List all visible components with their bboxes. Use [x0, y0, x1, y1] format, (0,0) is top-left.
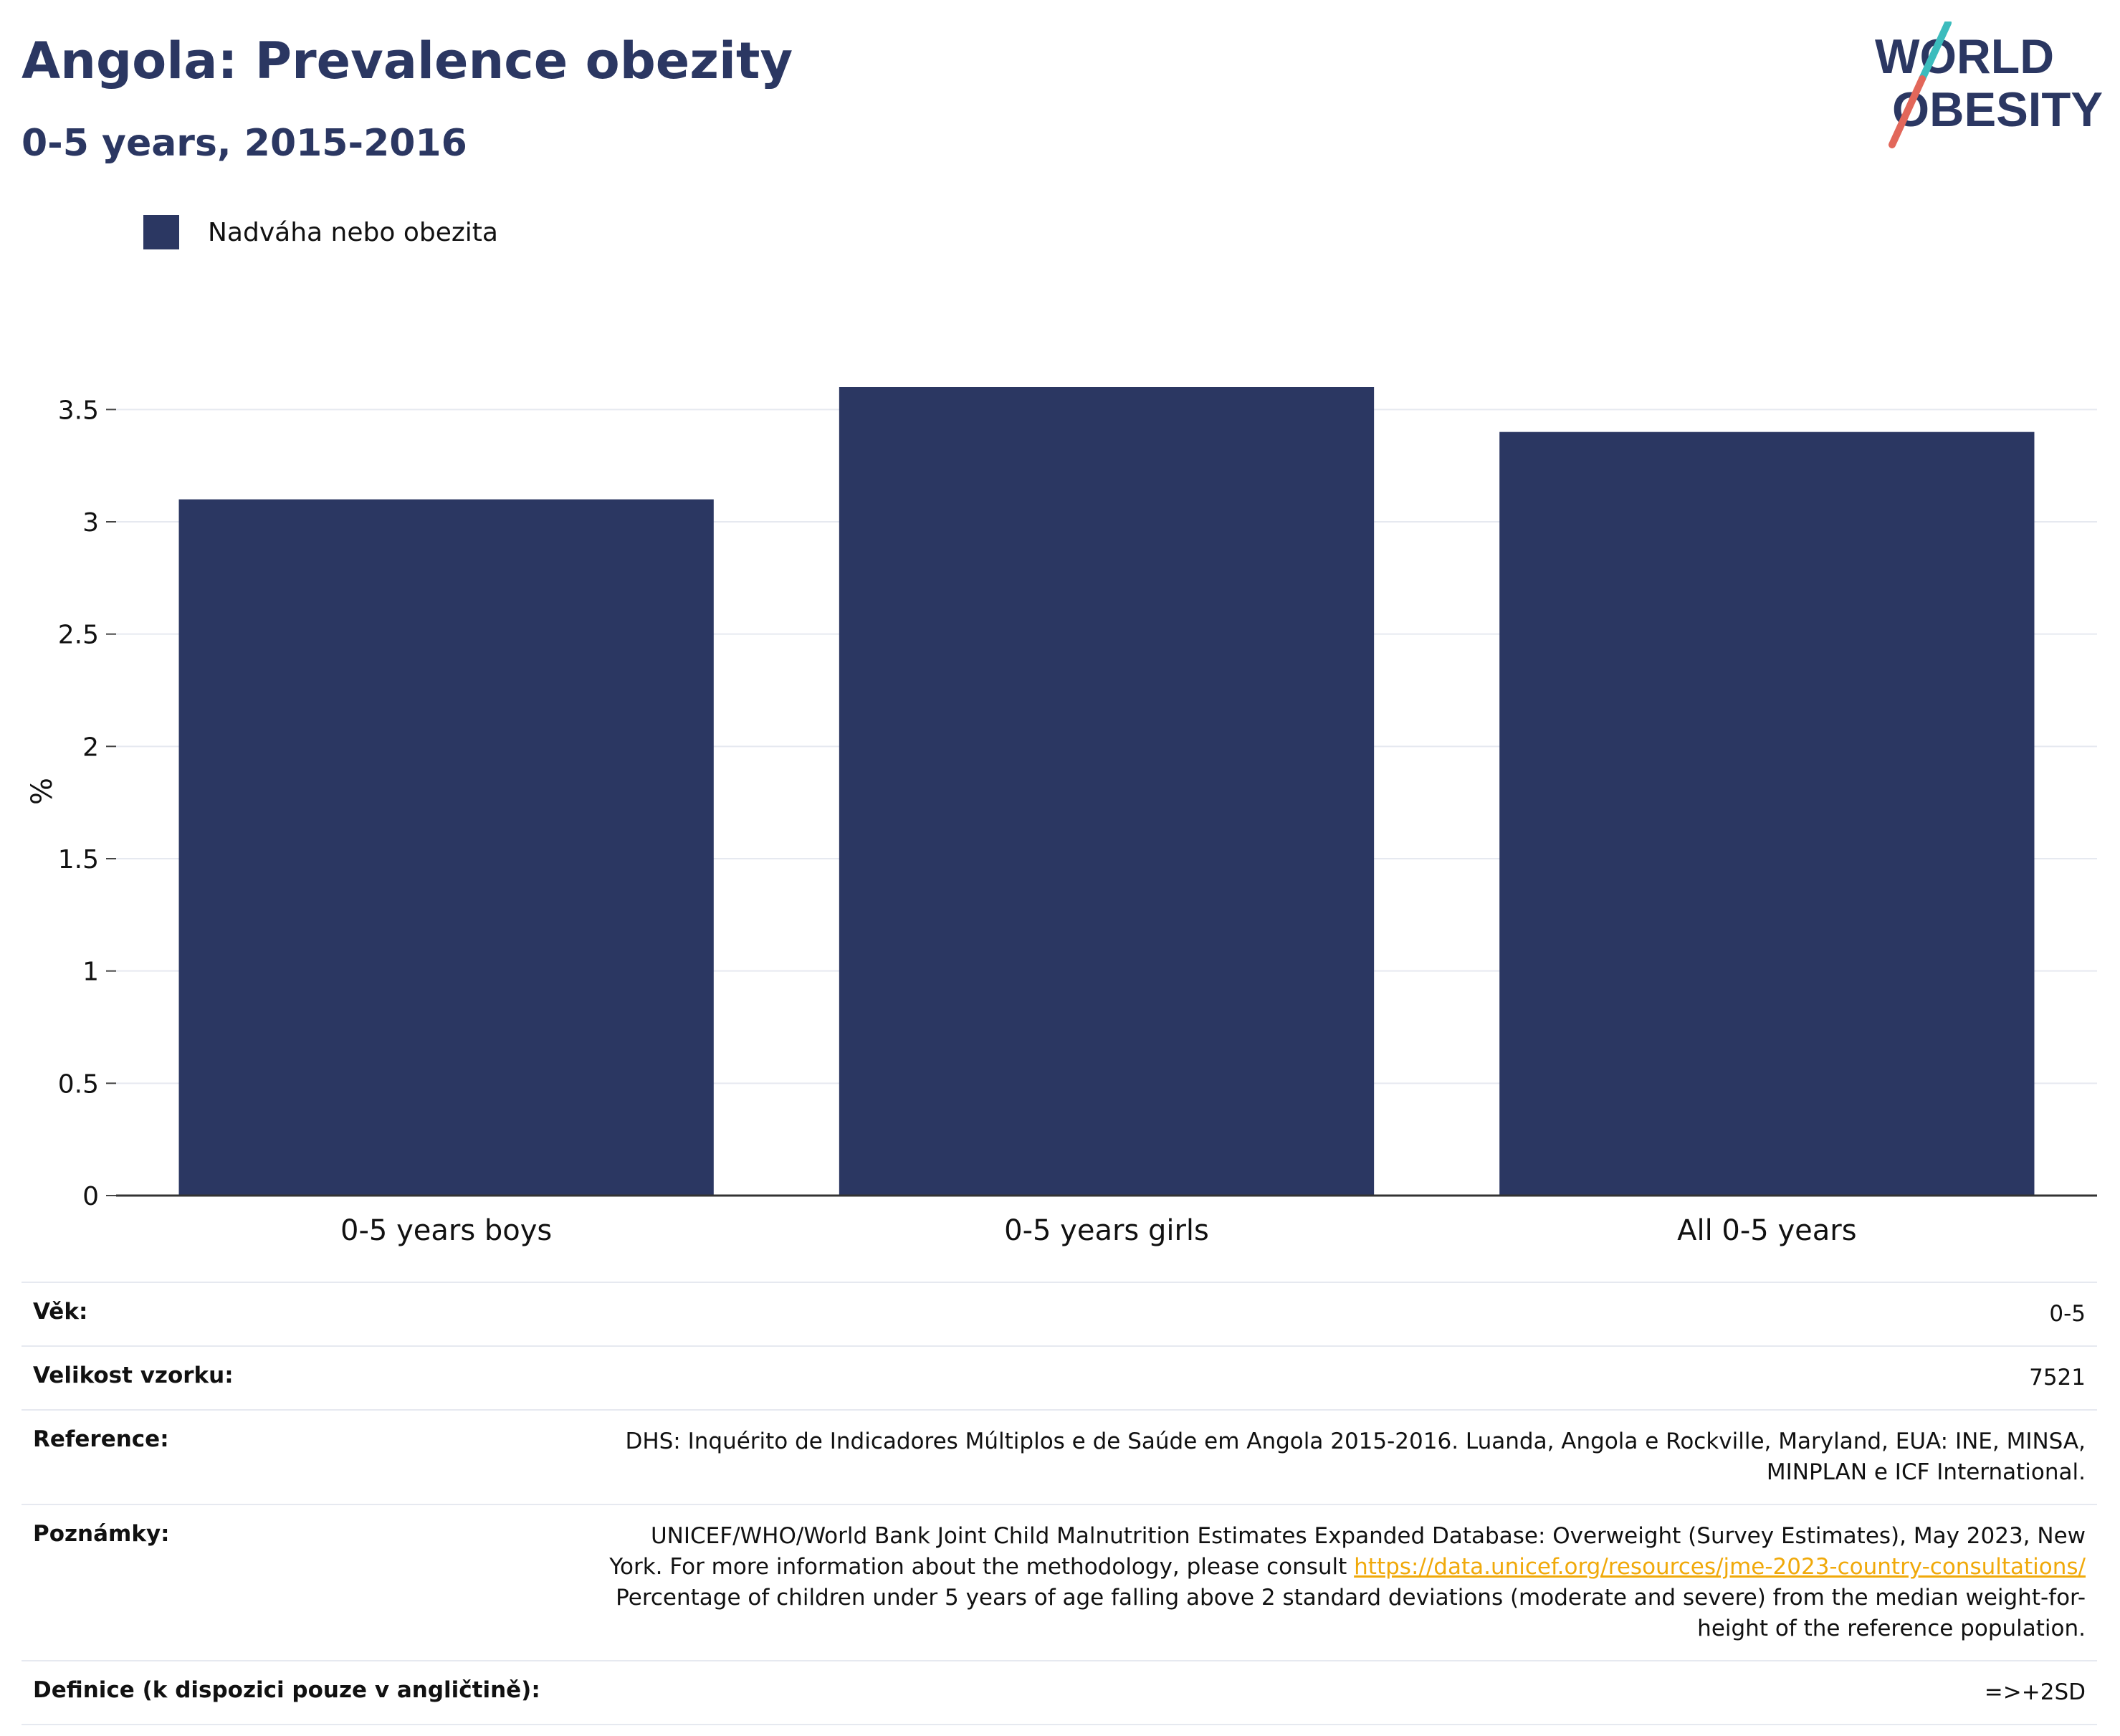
y-tick-label: 2.5 — [58, 621, 99, 650]
world-obesity-logo: WORLD OBESITY — [1875, 22, 2103, 148]
legend[interactable]: Nadváha nebo obezita — [143, 214, 498, 251]
legend-label: Nadváha nebo obezita — [208, 217, 498, 247]
info-row-age: Věk: 0-5 — [22, 1282, 2097, 1345]
y-axis-label: % — [26, 778, 59, 805]
info-table: Věk: 0-5 Velikost vzorku: 7521 Reference… — [22, 1282, 2097, 1725]
y-tick-label: 1.5 — [58, 845, 99, 874]
logo-line-2: OBESITY — [1892, 82, 2103, 137]
info-label-reference: Reference: — [33, 1426, 169, 1452]
notes-link[interactable]: https://data.unicef.org/resources/jme-20… — [1354, 1554, 2086, 1580]
info-value-reference: DHS: Inquérito de Indicadores Múltiplos … — [625, 1429, 2086, 1485]
info-row-definition: Definice (k dispozici pouze v angličtině… — [22, 1660, 2097, 1725]
info-value-definition: =>+2SD — [1984, 1679, 2086, 1705]
notes-text-2: Percentage of children under 5 years of … — [616, 1585, 2086, 1641]
y-tick-label: 1 — [82, 958, 99, 987]
notes-text-1: UNICEF/WHO/World Bank Joint Child Malnut… — [609, 1523, 2086, 1580]
info-row-sample-size: Velikost vzorku: 7521 — [22, 1345, 2097, 1409]
info-value-notes: UNICEF/WHO/World Bank Joint Child Malnut… — [595, 1521, 2086, 1644]
x-tick-label: 0-5 years girls — [1004, 1214, 1209, 1247]
info-label-definition: Definice (k dispozici pouze v angličtině… — [33, 1677, 540, 1703]
bar — [178, 499, 714, 1196]
info-row-notes: Poznámky: UNICEF/WHO/World Bank Joint Ch… — [22, 1504, 2097, 1660]
x-tick-label: 0-5 years boys — [340, 1214, 552, 1247]
bar — [1499, 431, 2035, 1196]
info-label-sample-size: Velikost vzorku: — [33, 1363, 234, 1388]
y-tick-label: 3.5 — [58, 396, 99, 425]
info-label-age: Věk: — [33, 1299, 88, 1325]
x-tick-label: All 0-5 years — [1677, 1214, 1856, 1247]
logo-slash-teal — [1919, 22, 1952, 82]
chart-title: Angola: Prevalence obezity — [22, 32, 793, 90]
logo-line-1: WORLD — [1875, 29, 2054, 84]
legend-swatch — [143, 215, 179, 249]
y-tick-label: 2 — [82, 733, 99, 762]
chart-subtitle: 0-5 years, 2015-2016 — [22, 122, 467, 165]
y-tick-label: 3 — [82, 508, 99, 538]
info-label-notes: Poznámky: — [33, 1521, 170, 1547]
info-row-reference: Reference: DHS: Inquérito de Indicadores… — [22, 1409, 2097, 1504]
y-tick-label: 0.5 — [58, 1069, 99, 1099]
axes: 0 0.5 1 1.5 2 2.5 3 3.5 0-5 years boys 0-5 years … — [26, 396, 2097, 1247]
logo-slash-red — [1889, 75, 1926, 148]
y-tick-label: 0 — [82, 1182, 99, 1211]
bars — [178, 387, 2035, 1196]
bar — [839, 387, 1375, 1196]
info-value-sample-size: 7521 — [2029, 1365, 2086, 1391]
bar-chart: 0 0.5 1 1.5 2 2.5 3 3.5 0-5 years boys 0-5 years … — [26, 387, 2097, 1247]
info-value-age: 0-5 — [2049, 1301, 2086, 1327]
